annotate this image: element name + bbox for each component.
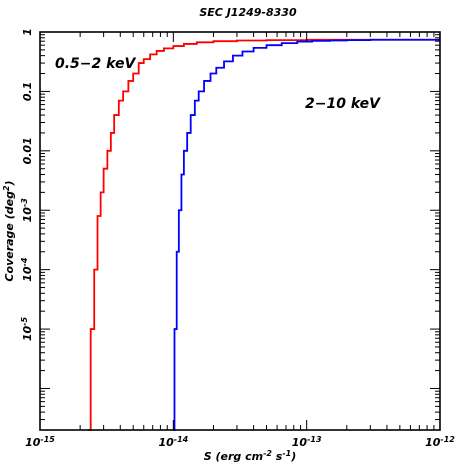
y-tick-label-exponent: -4 bbox=[20, 257, 29, 266]
x-axis-label-sup1: -2 bbox=[263, 449, 272, 458]
legend-label-hard-band: 2−10 keV bbox=[305, 96, 381, 112]
x-tick-label-mantissa: 10 bbox=[425, 436, 441, 449]
x-axis-label: S (erg cm-2 s-1) bbox=[204, 449, 297, 464]
y-tick-label: 0.1 bbox=[21, 82, 34, 102]
legend-label-soft-band: 0.5−2 keV bbox=[55, 56, 136, 72]
y-tick-label-text: 1 bbox=[21, 28, 34, 36]
y-axis-label-end: ) bbox=[3, 180, 16, 186]
y-tick-label-text: 0.1 bbox=[21, 82, 34, 102]
y-axis-label-base: Coverage (deg bbox=[3, 191, 16, 282]
x-tick-label-mantissa: 10 bbox=[158, 436, 174, 449]
series-line-0 bbox=[88, 38, 440, 431]
y-tick-label-mantissa: 10 bbox=[21, 266, 34, 282]
x-axis-label-base: S (erg cm bbox=[204, 450, 263, 463]
x-tick-label-exponent: -12 bbox=[440, 435, 455, 444]
series-line-1 bbox=[173, 38, 440, 431]
x-tick-label: 10-12 bbox=[425, 435, 455, 450]
x-tick-label: 10-15 bbox=[25, 435, 55, 450]
x-tick-label-mantissa: 10 bbox=[25, 436, 41, 449]
x-axis-label-end: ) bbox=[290, 450, 296, 463]
x-tick-label-exponent: -13 bbox=[307, 435, 322, 444]
x-tick-label-mantissa: 10 bbox=[292, 436, 308, 449]
x-tick-label-exponent: -14 bbox=[174, 435, 189, 444]
y-axis-label-sup: 2 bbox=[2, 185, 11, 191]
y-tick-label: 10-5 bbox=[20, 317, 35, 342]
y-axis-label: Coverage (deg2) bbox=[2, 180, 17, 281]
x-axis-label-mid: s bbox=[272, 450, 283, 463]
plot-curves bbox=[88, 38, 440, 431]
y-tick-label: 10-3 bbox=[20, 198, 35, 223]
x-tick-label: 10-14 bbox=[158, 435, 188, 450]
y-tick-label: 10-4 bbox=[20, 257, 35, 282]
y-tick-label-text: 0.01 bbox=[21, 137, 34, 164]
y-tick-label-mantissa: 10 bbox=[21, 207, 34, 223]
y-tick-label: 1 bbox=[21, 28, 34, 36]
axis-ticks bbox=[39, 31, 440, 431]
y-tick-label-exponent: -5 bbox=[20, 317, 29, 326]
x-tick-label-exponent: -15 bbox=[40, 435, 55, 444]
y-tick-label-mantissa: 10 bbox=[21, 326, 34, 342]
y-tick-label: 0.01 bbox=[21, 137, 34, 164]
chart-title: SEC J1249-8330 bbox=[199, 6, 297, 19]
x-tick-label: 10-13 bbox=[292, 435, 322, 450]
plot-frame bbox=[39, 31, 441, 431]
x-axis-label-sup2: -1 bbox=[282, 449, 291, 458]
y-tick-label-exponent: -3 bbox=[20, 198, 29, 207]
